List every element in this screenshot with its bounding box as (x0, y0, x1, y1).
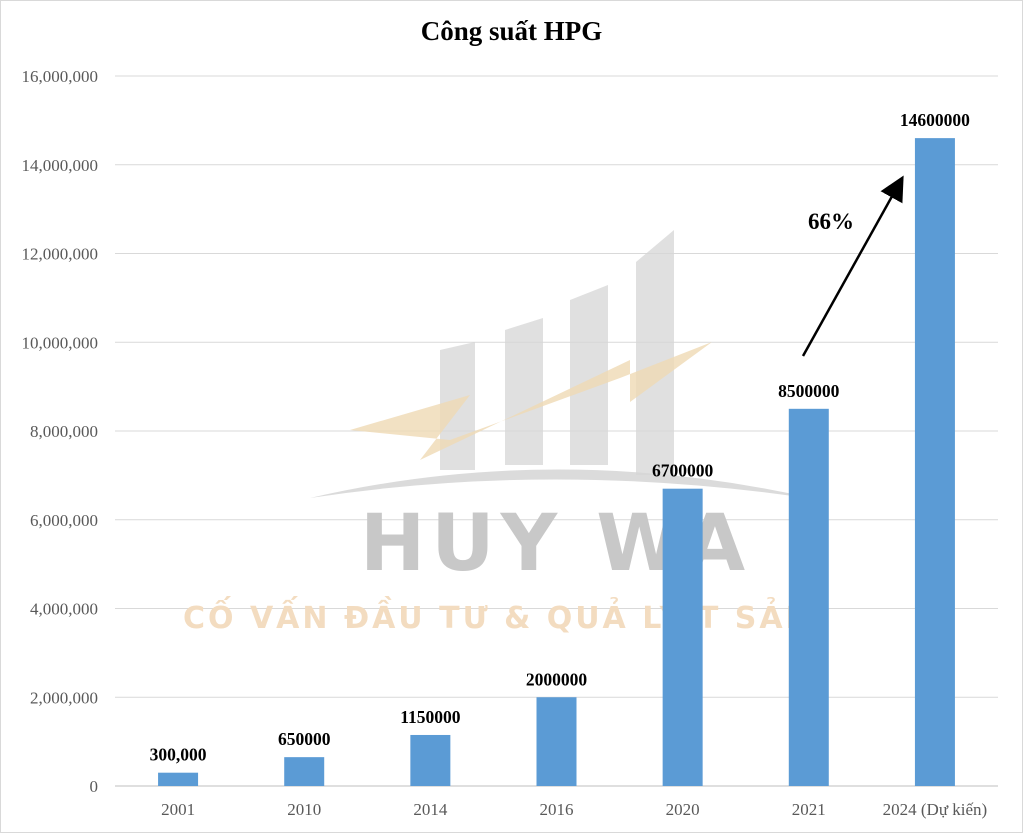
y-tick-label: 12,000,000 (22, 245, 99, 264)
watermark-tagline: CỐ VẤN ĐẦU TƯ & QUẢ LÝ T SẢN (183, 595, 814, 636)
y-tick-label: 16,000,000 (22, 67, 99, 86)
x-tick-label: 2016 (540, 800, 574, 819)
x-tick-label: 2024 (Dự kiến) (883, 800, 988, 819)
y-axis-ticks: 0 2,000,000 4,000,000 6,000,000 8,000,000 10,… (22, 67, 99, 796)
y-tick-label: 2,000,000 (30, 688, 98, 707)
bar (410, 734, 451, 786)
x-axis-ticks: 2001 2010 2014 2016 2020 2021 2024 (Dự kiến) (161, 800, 987, 819)
data-label: 14600000 (900, 110, 970, 130)
watermark-arrow (350, 342, 712, 460)
grid-lines (115, 75, 998, 787)
data-label: 8500000 (778, 381, 840, 401)
data-label: 1150000 (400, 707, 461, 727)
chart-title: Công suất HPG (420, 16, 603, 46)
x-tick-label: 2021 (792, 800, 826, 819)
growth-annotation: 66% (801, 175, 904, 357)
y-tick-label: 10,000,000 (22, 333, 99, 352)
watermark: HUY WA CỐ VẤN ĐẦU TƯ & QUẢ LÝ T SẢN (183, 230, 820, 636)
bar (158, 772, 199, 786)
data-label: 650000 (278, 729, 331, 749)
watermark-bar-3 (570, 285, 608, 465)
bars (158, 138, 955, 786)
x-tick-label: 2001 (161, 800, 195, 819)
data-label: 6700000 (652, 461, 714, 481)
growth-arrow (801, 175, 904, 357)
bar (536, 697, 577, 786)
bar (788, 408, 829, 786)
x-tick-label: 2020 (666, 800, 700, 819)
bar (662, 488, 703, 786)
bar (914, 138, 955, 786)
y-tick-label: 6,000,000 (30, 511, 98, 530)
data-labels: 300,000 650000 1150000 2000000 6700000 850000… (150, 110, 971, 765)
y-tick-label: 8,000,000 (30, 422, 98, 441)
data-label: 300,000 (150, 745, 207, 765)
y-tick-label: 14,000,000 (22, 156, 99, 175)
data-label: 2000000 (526, 669, 588, 689)
x-tick-label: 2014 (413, 800, 448, 819)
watermark-bar-2 (505, 318, 543, 465)
watermark-bar-4 (636, 230, 674, 475)
growth-percent-label: 66% (808, 209, 854, 234)
x-tick-label: 2010 (287, 800, 321, 819)
watermark-swoosh (310, 469, 820, 500)
y-tick-label: 4,000,000 (30, 600, 98, 619)
y-tick-label: 0 (90, 777, 99, 796)
bar (284, 757, 325, 786)
